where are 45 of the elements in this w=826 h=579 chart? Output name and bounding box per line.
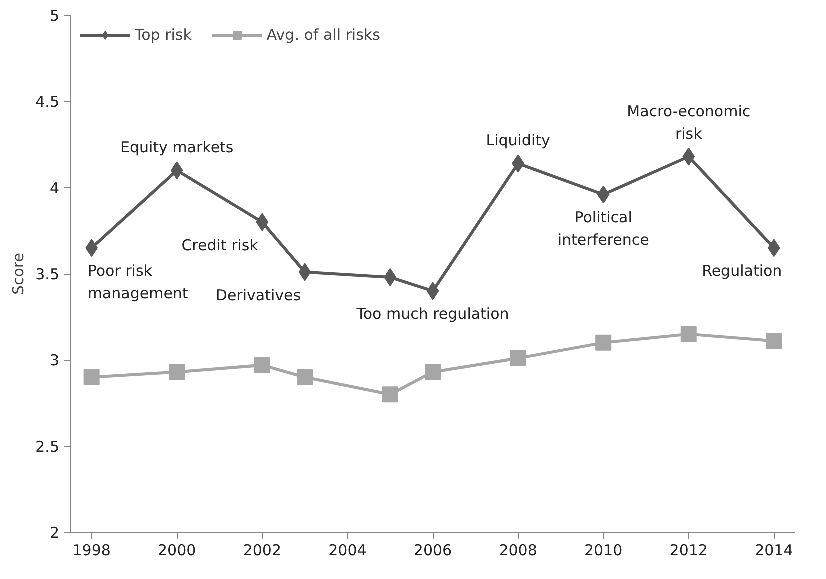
annotation: Liquidity: [486, 132, 550, 150]
point: [510, 350, 526, 366]
point: [170, 162, 184, 180]
x-tick-label: 2014: [755, 542, 794, 560]
y-tick-label: 4.5: [36, 93, 60, 112]
point: [256, 213, 269, 232]
x-tick-label: 2002: [243, 542, 282, 560]
y-axis-title: Score: [10, 252, 28, 296]
x-tick-label: 2012: [670, 542, 708, 560]
point: [297, 369, 314, 386]
y-tick-label: 4: [50, 179, 60, 198]
point: [597, 186, 610, 204]
point: [682, 148, 696, 166]
y-tick-label: 2: [50, 524, 60, 542]
y-tick-label: 5: [50, 7, 60, 25]
point: [596, 334, 612, 351]
legend-label: Avg. of all risks: [266, 26, 380, 44]
annotation: Equity markets: [120, 138, 234, 157]
y-tick-label: 3: [50, 352, 60, 370]
point: [680, 326, 697, 342]
annotation: Poor risk management: [88, 262, 188, 303]
x-tick-label: 1998: [72, 542, 111, 560]
annotation: Political interference: [558, 208, 650, 250]
point: [298, 263, 312, 282]
point: [766, 333, 782, 350]
point: [382, 386, 398, 403]
x-tick-label: 2006: [414, 542, 452, 560]
annotation: Credit risk: [182, 236, 259, 254]
legend-label: Top risk: [135, 26, 192, 44]
point: [384, 268, 397, 286]
annotation: Regulation: [702, 262, 782, 280]
y-tick-label: 3.5: [36, 266, 60, 284]
x-tick-label: 2000: [158, 542, 196, 560]
point: [425, 364, 441, 380]
x-tick-label: 2008: [499, 542, 538, 560]
annotation: Too much regulation: [356, 305, 510, 324]
point: [84, 369, 100, 386]
point: [169, 364, 186, 380]
y-tick-label: 2.5: [36, 438, 60, 456]
x-tick-label: 2004: [328, 542, 367, 560]
annotation: Derivatives: [216, 286, 302, 304]
point: [254, 357, 270, 374]
point: [426, 282, 440, 300]
annotation: Macro-economic risk: [627, 102, 751, 143]
x-tick-label: 2010: [584, 542, 623, 560]
